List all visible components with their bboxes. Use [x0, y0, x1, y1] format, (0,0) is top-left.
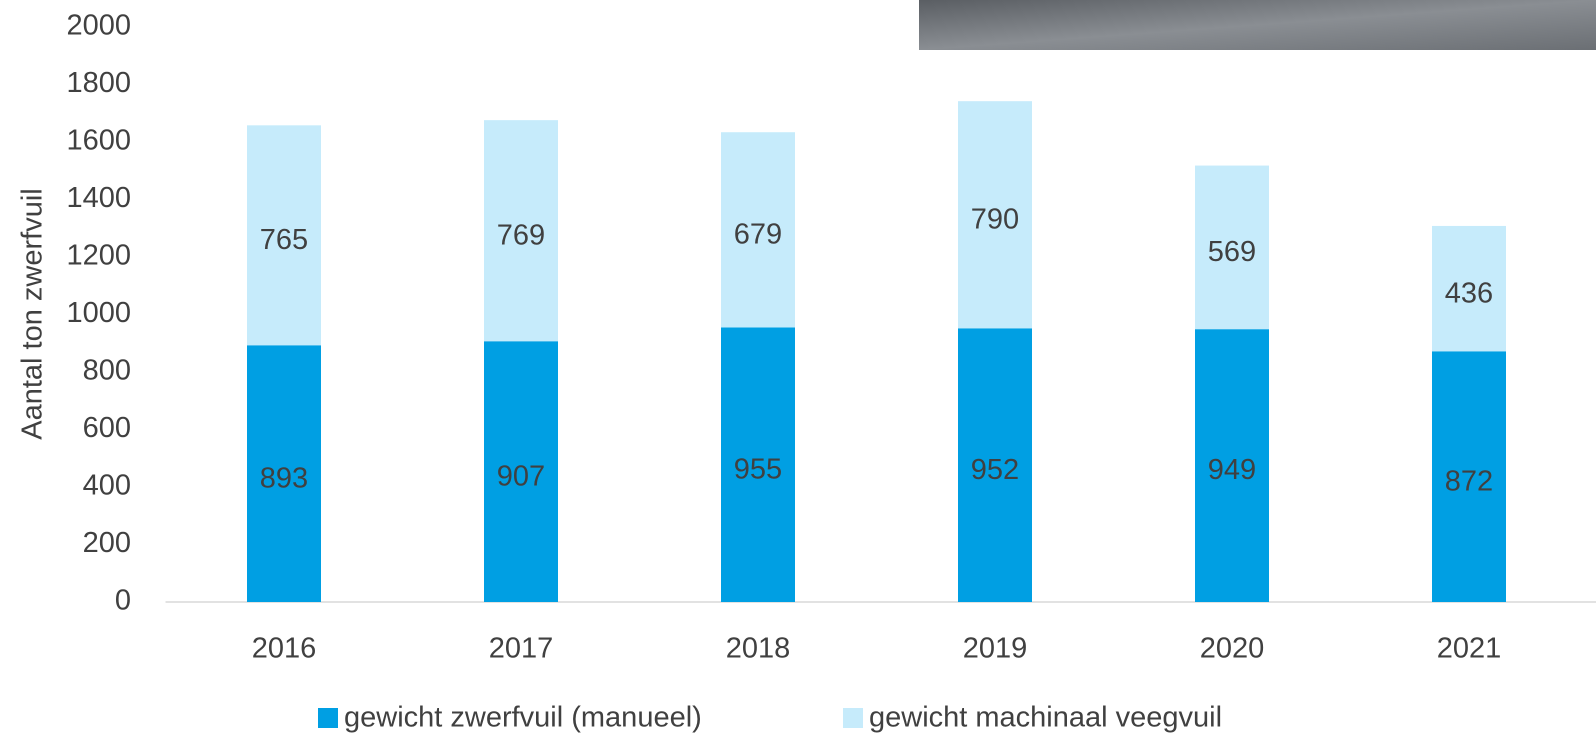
- x-tick-label: 2017: [489, 633, 554, 665]
- y-axis-label: Aantal ton zwerfvuil: [17, 188, 49, 439]
- data-label: 955: [734, 453, 782, 485]
- data-label: 790: [971, 203, 1019, 235]
- legend-swatch: [318, 708, 338, 728]
- data-label: 952: [971, 454, 1019, 486]
- x-tick-label: 2020: [1200, 633, 1265, 665]
- x-tick-label: 2018: [726, 633, 791, 665]
- x-tick-label: 2021: [1437, 633, 1502, 665]
- y-tick-label: 400: [83, 470, 131, 502]
- y-tick-label: 800: [83, 355, 131, 387]
- legend-label: gewicht machinaal veegvuil: [869, 702, 1222, 734]
- data-label: 765: [260, 224, 308, 256]
- y-tick-label: 0: [115, 585, 131, 617]
- data-label: 569: [1208, 236, 1256, 268]
- chart: Aantal ton zwerfvuil 0 200 400 600 800 1000 12…: [0, 0, 1596, 747]
- legend-swatch: [843, 708, 863, 728]
- y-tick-label: 1000: [66, 297, 131, 329]
- x-tick-label: 2016: [252, 633, 317, 665]
- legend-label: gewicht zwerfvuil (manueel): [344, 702, 702, 734]
- y-tick-label: 2000: [66, 10, 131, 42]
- y-tick-label: 200: [83, 527, 131, 559]
- y-tick-label: 1400: [66, 182, 131, 214]
- y-tick-label: 1600: [66, 125, 131, 157]
- y-tick-label: 1800: [66, 67, 131, 99]
- data-label: 872: [1445, 465, 1493, 497]
- data-label: 949: [1208, 454, 1256, 486]
- data-label: 679: [734, 218, 782, 250]
- data-label: 769: [497, 219, 545, 251]
- x-tick-label: 2019: [963, 633, 1028, 665]
- data-label: 436: [1445, 277, 1493, 309]
- data-label: 893: [260, 462, 308, 494]
- y-tick-label: 1200: [66, 240, 131, 272]
- photo: [919, 0, 1596, 50]
- y-tick-label: 600: [83, 412, 131, 444]
- data-label: 907: [497, 460, 545, 492]
